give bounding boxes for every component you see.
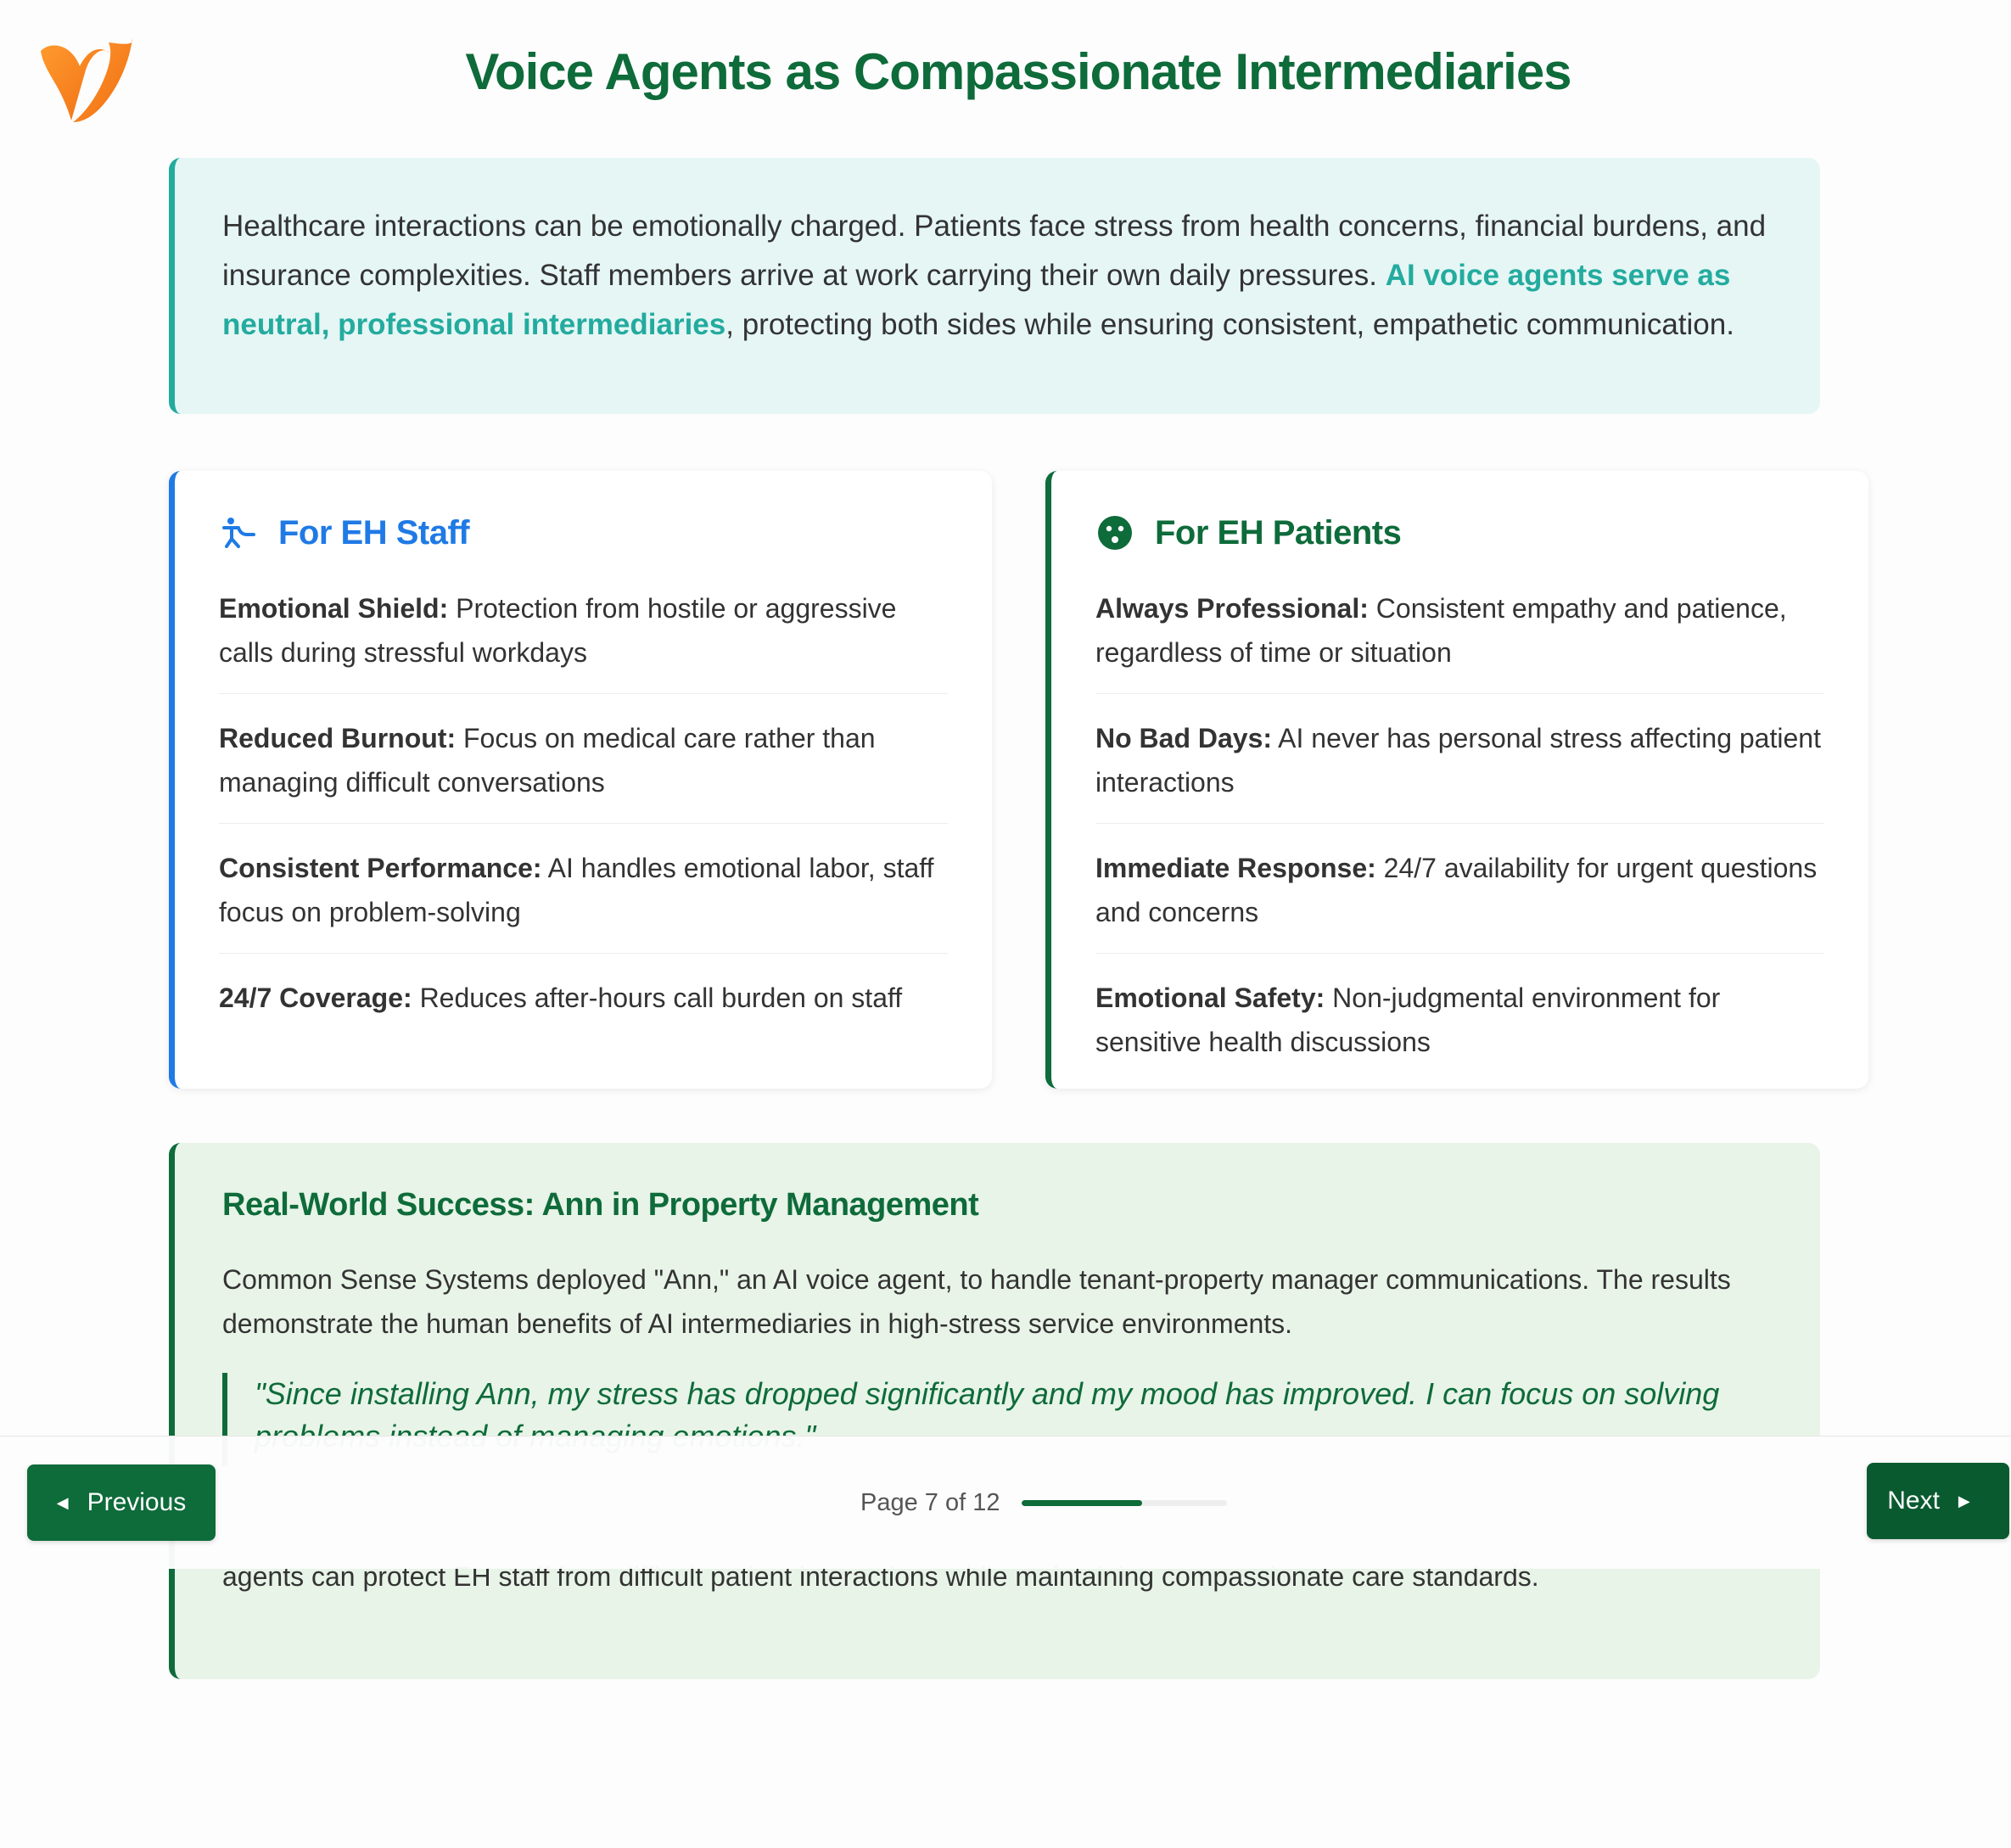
progress-bar xyxy=(1022,1500,1228,1506)
item-label: Always Professional: xyxy=(1095,593,1369,624)
item-text: Consistent empathy and patience, regardl… xyxy=(1095,593,1787,668)
item-text: Protection from hostile or aggressive ca… xyxy=(219,593,897,668)
list-item: Always Professional: Consistent empathy … xyxy=(1095,586,1824,694)
patients-card-header: For EH Patients xyxy=(1095,512,1824,554)
item-text: AI never has personal stress affecting p… xyxy=(1095,723,1821,798)
caret-left-icon: ◀ xyxy=(56,1493,69,1511)
face-icon xyxy=(1095,513,1134,552)
previous-button[interactable]: ◀ Previous xyxy=(27,1464,216,1541)
caret-right-icon: ▶ xyxy=(1958,1492,1970,1509)
list-item: 24/7 Coverage: Reduces after-hours call … xyxy=(219,976,948,1039)
next-label: Next xyxy=(1887,1487,1940,1515)
page-title: Voice Agents as Compassionate Intermedia… xyxy=(465,43,1571,100)
progress-fill xyxy=(1022,1500,1142,1506)
staff-card: For EH Staff Emotional Shield: Protectio… xyxy=(169,471,992,1089)
list-item: Emotional Shield: Protection from hostil… xyxy=(219,586,948,694)
item-text: Non-judgmental environment for sensitive… xyxy=(1095,983,1721,1057)
intro-callout: Healthcare interactions can be emotional… xyxy=(169,158,1820,414)
list-item: Consistent Performance: AI handles emoti… xyxy=(219,846,948,954)
person-arms-up-icon xyxy=(219,513,258,552)
staff-card-title: For EH Staff xyxy=(278,513,470,552)
item-label: 24/7 Coverage: xyxy=(219,983,412,1013)
item-text: Reduces after-hours call burden on staff xyxy=(419,983,903,1013)
patients-card-title: For EH Patients xyxy=(1155,513,1402,552)
success-body: Common Sense Systems deployed "Ann," an … xyxy=(222,1264,1731,1339)
list-item: Immediate Response: 24/7 availability fo… xyxy=(1095,846,1824,954)
patients-card: For EH Patients Always Professional: Con… xyxy=(1045,471,1868,1089)
item-label: Consistent Performance: xyxy=(219,853,542,883)
logo xyxy=(41,39,133,122)
intro-highlight: AI voice agents serve as neutral, profes… xyxy=(222,259,1731,341)
intro-text-end: , protecting both sides while ensuring c… xyxy=(725,308,1734,341)
item-text: Focus on medical care rather than managi… xyxy=(219,723,876,798)
pagination-bar: ◀ Previous Page 7 of 12 Next ▶ xyxy=(0,1436,2011,1569)
success-story-callout: Real-World Success: Ann in Property Mana… xyxy=(169,1143,1820,1679)
item-text: AI handles emotional labor, staff focus … xyxy=(219,853,934,927)
item-label: Immediate Response: xyxy=(1095,853,1376,883)
item-label: Emotional Shield: xyxy=(219,593,449,624)
intro-text: Healthcare interactions can be emotional… xyxy=(222,210,1767,292)
item-label: No Bad Days: xyxy=(1095,723,1273,753)
item-text: 24/7 availability for urgent questions a… xyxy=(1095,853,1818,927)
item-label: Reduced Burnout: xyxy=(219,723,457,753)
previous-label: Previous xyxy=(87,1488,187,1516)
page-label: Page 7 of 12 xyxy=(860,1489,1000,1516)
page-indicator: Page 7 of 12 xyxy=(860,1489,1228,1517)
list-item: No Bad Days: AI never has personal stres… xyxy=(1095,716,1824,824)
staff-card-header: For EH Staff xyxy=(219,512,948,554)
next-button[interactable]: Next ▶ xyxy=(1867,1463,2009,1539)
success-title: Real-World Success: Ann in Property Mana… xyxy=(222,1187,979,1223)
item-label: Emotional Safety: xyxy=(1095,983,1325,1013)
list-item: Reduced Burnout: Focus on medical care r… xyxy=(219,716,948,824)
list-item: Emotional Safety: Non-judgmental environ… xyxy=(1095,976,1824,1083)
